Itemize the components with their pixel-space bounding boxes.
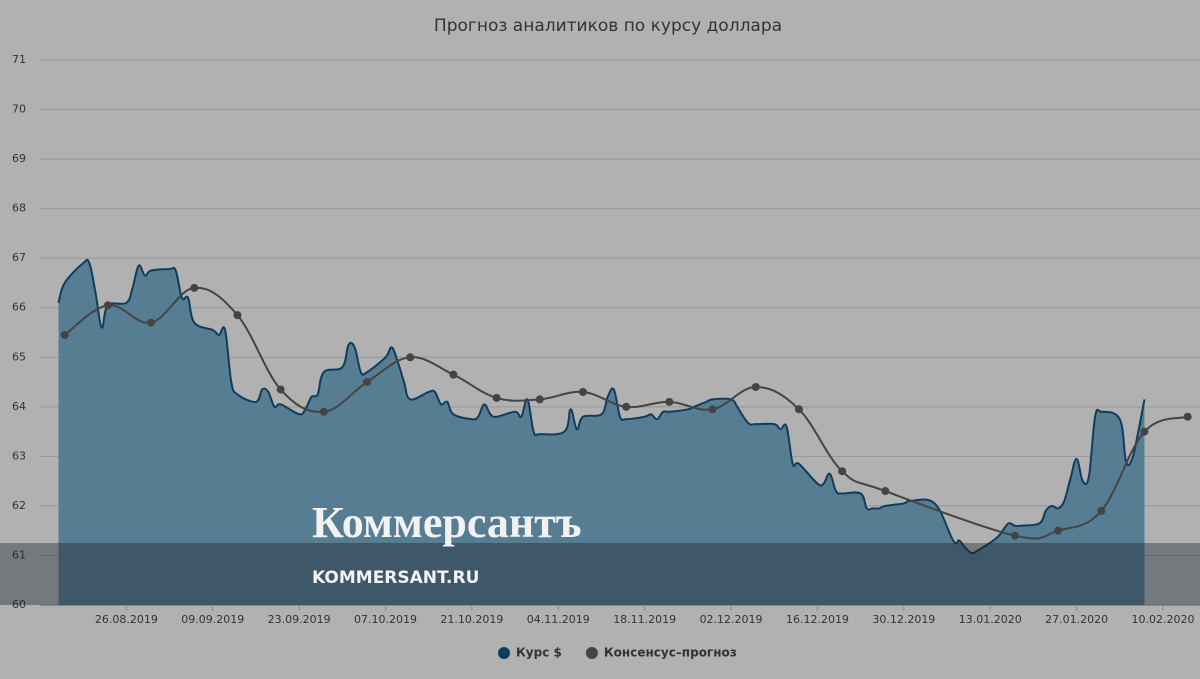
area (58, 259, 1145, 605)
watermark-logo: Коммерсантъ (312, 498, 582, 547)
marker (449, 370, 458, 379)
y-tick-label: 60 (12, 598, 26, 611)
y-tick-label: 62 (12, 499, 26, 512)
marker (622, 402, 631, 411)
marker (1054, 526, 1063, 535)
y-tick-label: 67 (12, 251, 26, 264)
x-tick-label: 21.10.2019 (440, 613, 503, 626)
marker (60, 330, 69, 339)
watermark-band (0, 543, 1200, 605)
area-line (57, 258, 1146, 555)
marker (751, 383, 760, 391)
marker (708, 405, 717, 414)
y-tick-label: 68 (12, 202, 26, 215)
marker (578, 387, 587, 396)
y-tick-label: 63 (12, 449, 26, 462)
legend-marker (498, 647, 510, 659)
marker (363, 378, 372, 387)
chart-title: Прогноз аналитиков по курсу доллара (434, 16, 782, 36)
marker (190, 283, 199, 292)
watermark-url: KOMMERSANT.RU (312, 568, 479, 588)
y-tick-label: 66 (12, 301, 26, 314)
x-tick-label: 27.01.2020 (1045, 613, 1108, 626)
marker (1010, 531, 1019, 540)
x-tick-label: 16.12.2019 (786, 613, 849, 626)
legend-marker (585, 647, 598, 659)
marker (794, 405, 803, 414)
y-tick-label: 64 (12, 400, 26, 413)
x-tick-label: 07.10.2019 (354, 613, 417, 626)
x-tick-label: 13.01.2020 (959, 613, 1022, 626)
x-tick-label: 30.12.2019 (872, 613, 935, 626)
marker (1097, 506, 1106, 515)
x-tick-label: 23.09.2019 (268, 613, 331, 626)
y-tick-label: 70 (12, 103, 26, 116)
y-tick-label: 61 (12, 548, 26, 561)
marker (535, 395, 544, 404)
y-tick-label: 65 (12, 350, 26, 363)
legend-label: Консенсус–прогноз (604, 646, 737, 660)
marker (233, 311, 242, 320)
x-tick-label: 04.11.2019 (527, 613, 590, 626)
marker (665, 397, 674, 406)
marker (1140, 427, 1149, 436)
marker (276, 385, 285, 394)
legend-label: Курс $ (516, 646, 562, 660)
x-tick-label: 26.08.2019 (95, 613, 158, 626)
y-tick-label: 69 (12, 152, 26, 165)
x-tick-label: 10.02.2020 (1131, 613, 1194, 626)
marker (319, 407, 328, 416)
marker (406, 353, 415, 362)
x-tick-label: 18.11.2019 (613, 613, 676, 626)
marker (147, 318, 156, 327)
x-tick-label: 02.12.2019 (700, 613, 763, 626)
x-tick-label: 09.09.2019 (181, 613, 244, 626)
marker (881, 487, 890, 496)
marker (838, 467, 847, 476)
marker (103, 301, 112, 310)
marker (492, 393, 501, 402)
marker (1183, 412, 1192, 421)
y-tick-label: 71 (12, 53, 26, 66)
